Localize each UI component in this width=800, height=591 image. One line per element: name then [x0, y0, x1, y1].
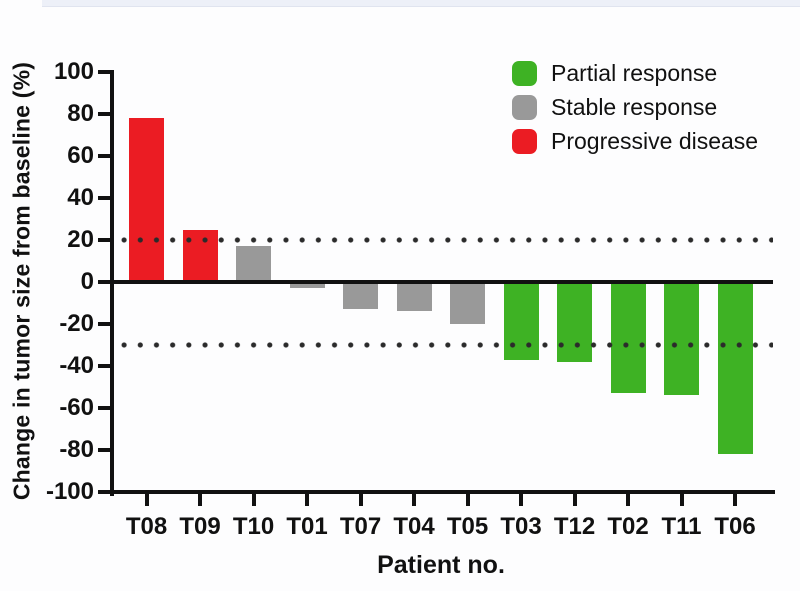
- x-tick-label-T01: T01: [286, 513, 328, 540]
- y-tick-label: 80: [67, 100, 94, 127]
- legend-item-progressive-disease: Progressive disease: [512, 129, 758, 154]
- x-tick-label-T03: T03: [500, 513, 542, 540]
- legend-label: Stable response: [551, 94, 718, 120]
- bar-T02: [610, 282, 646, 394]
- x-tick-T06: [733, 494, 737, 506]
- x-tick-T12: [572, 494, 577, 506]
- reference-line-20: [114, 237, 773, 243]
- bar-T10: [236, 246, 271, 282]
- legend-item-partial-response: Partial response: [512, 61, 758, 86]
- bar-T05: [450, 282, 485, 324]
- x-tick-T09: [198, 494, 202, 506]
- y-tick-60: [98, 154, 110, 158]
- x-axis-spine: [110, 490, 775, 494]
- x-tick-T02: [626, 494, 630, 506]
- plot-area: [114, 72, 773, 492]
- y-tick--100: [98, 490, 110, 494]
- y-tick-label: 20: [67, 226, 94, 253]
- legend-label: Progressive disease: [551, 128, 759, 154]
- y-tick-0: [98, 280, 110, 284]
- legend-item-stable-response: Stable response: [512, 95, 758, 120]
- x-tick-T04: [412, 494, 416, 506]
- x-tick-T08: [144, 494, 149, 506]
- legend-label: Partial response: [551, 60, 718, 86]
- x-tick-label-T07: T07: [339, 513, 382, 540]
- x-tick-T10: [251, 494, 256, 506]
- y-axis-spine: [110, 70, 114, 496]
- bar-T12: [557, 282, 592, 362]
- y-tick-label: 40: [67, 184, 94, 211]
- x-tick-T05: [465, 494, 470, 506]
- x-tick-label-T11: T11: [661, 513, 702, 540]
- bar-T06: [717, 282, 753, 455]
- x-tick-label-T06: T06: [714, 513, 756, 540]
- x-tick-label-T02: T02: [607, 513, 649, 540]
- y-tick-label: -20: [59, 310, 94, 337]
- bar-T01: [289, 282, 325, 289]
- x-tick-label-T12: T12: [553, 513, 596, 540]
- y-tick-label: -60: [59, 394, 94, 421]
- x-tick-T11: [679, 494, 684, 506]
- y-tick-label: 0: [80, 268, 94, 295]
- x-tick-T03: [519, 494, 523, 506]
- y-tick-label: -100: [45, 478, 94, 505]
- x-tick-T07: [358, 494, 363, 506]
- y-tick-100: [98, 70, 110, 74]
- bar-T03: [503, 282, 539, 360]
- y-tick-40: [98, 196, 110, 200]
- x-tick-label-T05: T05: [446, 513, 489, 540]
- zero-baseline: [114, 280, 773, 284]
- window-top-strip: [42, 0, 800, 7]
- stable-response-swatch-icon: [512, 95, 537, 120]
- y-tick--80: [98, 448, 110, 452]
- x-tick-label-T10: T10: [232, 513, 275, 540]
- y-tick-80: [98, 112, 110, 116]
- x-tick-label-T08: T08: [125, 513, 168, 540]
- y-tick-20: [98, 238, 110, 242]
- y-tick-label: -80: [59, 436, 94, 463]
- y-tick-label: -40: [59, 352, 94, 379]
- bar-T11: [664, 282, 699, 396]
- y-tick-label: 60: [67, 142, 94, 169]
- y-tick--20: [98, 322, 110, 326]
- partial-response-swatch-icon: [512, 61, 537, 86]
- bar-T04: [396, 282, 432, 312]
- x-tick-label-T04: T04: [393, 513, 435, 540]
- y-tick-label: 100: [53, 58, 94, 85]
- x-axis-title: Patient no.: [377, 551, 505, 579]
- x-tick-label-T09: T09: [179, 513, 221, 540]
- y-tick--40: [98, 364, 110, 368]
- progressive-disease-swatch-icon: [512, 129, 537, 154]
- bar-T07: [343, 282, 378, 310]
- y-tick--60: [98, 406, 110, 410]
- x-tick-T01: [305, 494, 309, 506]
- reference-line--30: [114, 342, 773, 348]
- legend: Partial response Stable response Progres…: [512, 61, 758, 163]
- bar-T08: [129, 118, 164, 282]
